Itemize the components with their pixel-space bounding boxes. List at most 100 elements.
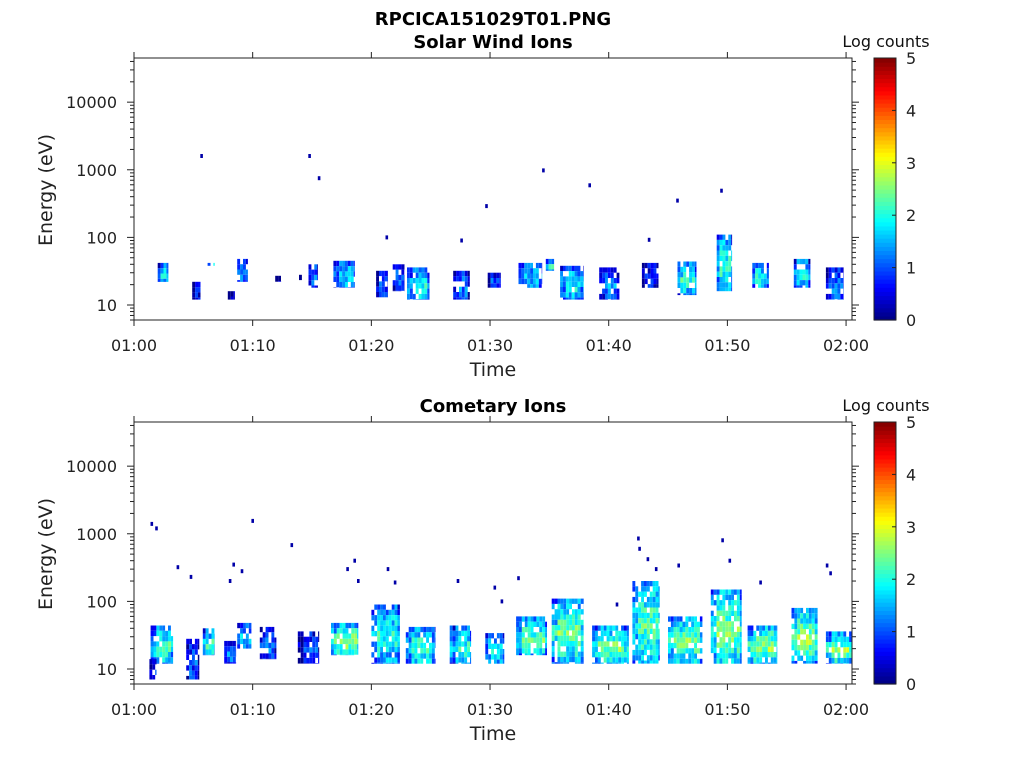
data-point xyxy=(251,518,254,523)
colorbar-segment xyxy=(874,647,896,652)
colorbar-segment xyxy=(874,569,896,575)
colorbar-segment xyxy=(874,205,896,211)
colorbar-segment xyxy=(874,430,896,435)
colorbar-segment xyxy=(874,221,896,227)
colorbar-segment xyxy=(874,295,896,301)
x-tick-label: 01:30 xyxy=(467,336,513,355)
colorbar-label: Log counts xyxy=(842,396,929,415)
colorbar-frame xyxy=(873,421,897,685)
colorbar-segment xyxy=(874,671,896,677)
colorbar-tick-label: 4 xyxy=(906,465,916,484)
x-tick-label: 01:20 xyxy=(348,700,394,719)
heatmap-block xyxy=(560,265,584,300)
heatmap-block xyxy=(308,264,318,288)
heatmap-block xyxy=(407,267,430,300)
colorbar-segment xyxy=(874,168,896,174)
heatmap-block xyxy=(449,625,472,664)
x-tick-label: 01:40 xyxy=(586,700,632,719)
heatmap-block xyxy=(237,622,252,649)
colorbar-segment xyxy=(874,62,896,67)
colorbar-segment xyxy=(874,78,896,84)
panel-title: Solar Wind Ions xyxy=(413,32,572,53)
colorbar-segment xyxy=(874,123,896,129)
y-tick-label: 10000 xyxy=(66,457,117,476)
x-tick-label: 01:40 xyxy=(586,336,632,355)
plot-frame xyxy=(133,421,853,685)
colorbar-segment xyxy=(874,270,896,276)
heatmap-block xyxy=(376,270,388,298)
colorbar-segment xyxy=(874,70,896,75)
plot-area xyxy=(149,518,852,680)
colorbar-segment xyxy=(874,655,896,661)
colorbar-segment xyxy=(874,111,896,116)
colorbar-segment xyxy=(874,536,896,542)
heatmap-block xyxy=(299,274,302,281)
data-point xyxy=(500,599,504,604)
colorbar-segment xyxy=(874,520,896,525)
colorbar-tick-label: 3 xyxy=(906,518,916,537)
colorbar-segment xyxy=(874,86,896,92)
colorbar-segment xyxy=(874,446,896,452)
colorbar-frame xyxy=(873,57,897,321)
colorbar-segment xyxy=(874,679,896,685)
colorbar-segment xyxy=(874,503,896,509)
data-point xyxy=(542,168,545,173)
data-point xyxy=(189,574,193,579)
colorbar-segment xyxy=(874,659,896,665)
heatmap-block xyxy=(825,631,852,664)
heatmap-block xyxy=(149,659,157,680)
y-tick-label: 100 xyxy=(86,228,117,247)
colorbar-segment xyxy=(874,176,896,182)
colorbar-segment xyxy=(874,74,896,80)
colorbar-segment xyxy=(874,201,896,206)
colorbar-segment xyxy=(874,512,896,517)
heatmap-block xyxy=(192,281,201,300)
data-point xyxy=(637,536,640,541)
colorbar-segment xyxy=(874,610,896,615)
colorbar-segment xyxy=(874,487,896,493)
colorbar-segment xyxy=(874,213,896,219)
colorbar-segment xyxy=(874,438,896,444)
colorbar-segment xyxy=(874,303,896,309)
colorbar-segment xyxy=(874,495,896,501)
colorbar-segment xyxy=(874,160,896,166)
axes: 01:00 01:10 01:20 01:30 01:40 01:50 02:00 10 100… xyxy=(66,52,869,355)
heatmap-block xyxy=(331,622,359,656)
x-tick-label: 01:00 xyxy=(111,700,157,719)
colorbar: Log counts 0 1 2 3 4 5 xyxy=(842,32,929,330)
panel-cometary: Cometary Ions 01:00 01:10 01:20 01:30 01:40 0… xyxy=(35,396,930,745)
colorbar-segment xyxy=(874,189,896,194)
panel-title: Cometary Ions xyxy=(420,396,567,417)
colorbar-segment xyxy=(874,479,896,484)
axes: 01:00 01:10 01:20 01:30 01:40 01:50 02:00 10 100… xyxy=(66,416,869,719)
data-point xyxy=(240,569,244,574)
heatmap-block xyxy=(371,604,400,664)
data-point xyxy=(485,204,488,209)
data-point xyxy=(677,563,680,568)
colorbar-segment xyxy=(874,643,896,648)
y-axis-label: Energy (eV) xyxy=(35,498,57,610)
data-point xyxy=(200,154,203,158)
x-axis-label: Time xyxy=(469,723,517,745)
colorbar-segment xyxy=(874,626,896,632)
colorbar-segment xyxy=(874,434,896,439)
x-tick-label: 01:10 xyxy=(230,336,276,355)
data-point xyxy=(353,558,356,563)
colorbar-segment xyxy=(874,254,896,260)
colorbar-segment xyxy=(874,266,896,272)
colorbar-segment xyxy=(874,180,896,186)
colorbar-segment xyxy=(874,483,896,489)
heatmap-block xyxy=(668,616,703,664)
y-tick-label: 10 xyxy=(97,296,117,315)
colorbar-segment xyxy=(874,234,896,239)
colorbar-segment xyxy=(874,279,896,284)
y-tick-label: 100 xyxy=(86,592,117,611)
colorbar-segment xyxy=(874,573,896,579)
colorbar-segment xyxy=(874,491,896,497)
data-point xyxy=(176,565,180,570)
heatmap-block xyxy=(793,258,811,288)
x-axis-label: Time xyxy=(469,359,517,381)
colorbar-segment xyxy=(874,107,896,112)
data-point xyxy=(676,198,679,203)
colorbar-segment xyxy=(874,553,896,558)
